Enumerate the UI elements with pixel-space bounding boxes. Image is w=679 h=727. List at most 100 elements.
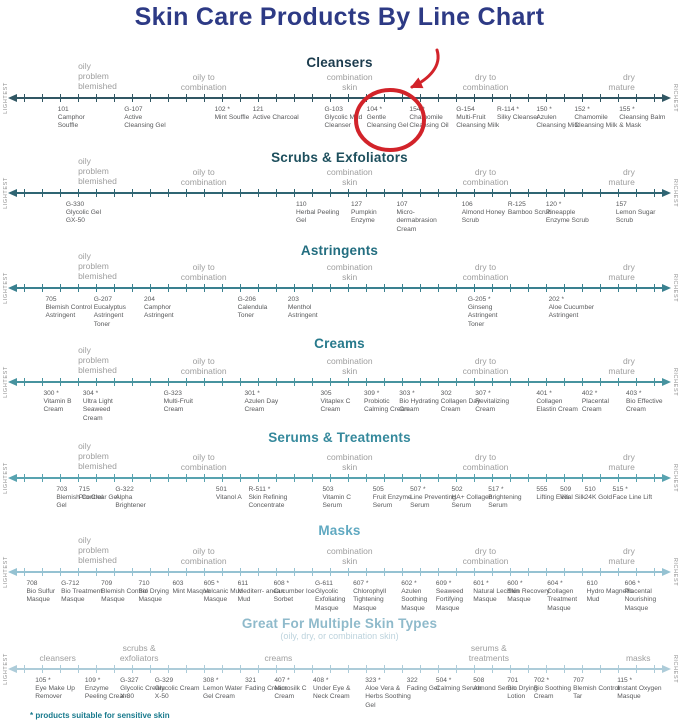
skin-type-label: serums & treatments bbox=[469, 643, 509, 663]
product-name: Bio Hydrating Cream bbox=[399, 398, 439, 414]
skin-type-label: combination skin bbox=[327, 546, 373, 566]
product-code: R-125 bbox=[507, 201, 526, 208]
timeline-right-arrow-icon bbox=[662, 665, 671, 673]
product-name: Active Cleansing Gel bbox=[124, 114, 166, 130]
product-name: Bio Soothing Cream bbox=[533, 685, 572, 701]
skin-type-label: oily to combination bbox=[181, 356, 227, 376]
timeline-ticks bbox=[24, 284, 655, 292]
product-127: 127 Pumpkin Enzyme bbox=[351, 201, 398, 226]
product-604: 604 * Collagen Treatment Masque bbox=[547, 580, 594, 613]
product-code: 304 * bbox=[82, 390, 99, 397]
product-120: 120 * Pineapple Enzyme Scrub bbox=[546, 201, 593, 226]
product-307: 307 * Revitalizing Cream bbox=[475, 390, 522, 415]
product-name: Probiotic Calming Cream bbox=[363, 398, 410, 414]
skin-type-label-line: dry to bbox=[474, 262, 497, 272]
skin-type-label-line: oily bbox=[78, 251, 91, 261]
product-name: Camphor Astringent bbox=[143, 304, 174, 320]
product-509: 509 Vital Silk bbox=[560, 486, 607, 502]
skin-type-label-line: combination bbox=[462, 272, 509, 283]
product-name: Azulen Soothing Masque bbox=[401, 588, 428, 612]
product-code: 403 * bbox=[626, 390, 642, 397]
skin-type-label: cleansers bbox=[40, 653, 76, 663]
product-code: 302 bbox=[440, 390, 452, 397]
timeline-serums-treatments bbox=[8, 474, 671, 482]
skin-type-label-line: oily bbox=[78, 345, 91, 355]
product-code: 105 * bbox=[35, 677, 51, 684]
product-code: 203 bbox=[287, 296, 299, 303]
product-name: Vital Silk bbox=[560, 494, 586, 502]
timeline-ticks bbox=[24, 94, 655, 102]
skin-type-label: oily problem blemished bbox=[78, 61, 117, 91]
product-407: 407 * Microsilk C Cream bbox=[274, 677, 321, 702]
product-110: 110 Herbal Peeling Gel bbox=[296, 201, 343, 226]
skin-type-label-line: blemished bbox=[78, 271, 117, 282]
product-name: Chamomile Cleansing Milk bbox=[574, 114, 618, 130]
skin-type-label: dry to combination bbox=[463, 262, 509, 282]
product-code: 517 * bbox=[488, 486, 504, 493]
skin-type-label: combination skin bbox=[327, 262, 373, 282]
product-name: Menthol Astringent bbox=[287, 304, 318, 320]
product-154: 154 * Chamomile Cleansing Oil bbox=[409, 106, 456, 131]
product-507: 507 * Line Preventing Serum bbox=[410, 486, 457, 511]
timeline-left-arrow-icon bbox=[8, 665, 17, 673]
product-name: Microsilk C Cream bbox=[274, 685, 307, 701]
product-code: 150 * bbox=[536, 106, 552, 113]
product-name: Glycolic Gel GX-50 bbox=[65, 209, 102, 225]
skin-type-label-line: dry bbox=[623, 167, 635, 177]
product-303: 303 * Bio Hydrating Cream bbox=[399, 390, 446, 415]
product-code: 702 * bbox=[533, 677, 550, 684]
product-code: 504 * bbox=[435, 677, 452, 684]
skin-type-label: dry to combination bbox=[463, 72, 509, 92]
skin-type-label-line: blemished bbox=[78, 461, 117, 472]
product-304: 304 * Ultra Light Seaweed Cream bbox=[83, 390, 130, 423]
skin-type-label-line: combination bbox=[462, 177, 509, 188]
skin-type-label-line: combination bbox=[180, 272, 227, 283]
product-name: Skin Recovery Masque bbox=[507, 588, 550, 604]
product-603: 603 Mint Masque bbox=[172, 580, 219, 596]
product-name: Line Preventing Serum bbox=[410, 494, 456, 510]
product-code: G-206 bbox=[237, 296, 256, 303]
product-code: 507 * bbox=[410, 486, 426, 493]
skin-type-label-line: oily bbox=[78, 535, 91, 545]
product-515: 515 * Face Line Lift bbox=[612, 486, 659, 502]
product-109: 109 * Enzyme Peeling Cream bbox=[85, 677, 132, 702]
product-code: 705 bbox=[45, 296, 57, 303]
skin-type-label-line: cleansers bbox=[39, 653, 76, 663]
product-300: 300 * Vitamin B Cream bbox=[43, 390, 90, 415]
product-name: Face Line Lift bbox=[612, 494, 653, 502]
skin-type-label: oily to combination bbox=[181, 167, 227, 187]
timeline-left-arrow-icon bbox=[8, 189, 17, 197]
product-name: Eucalyptus Astringent Toner bbox=[93, 304, 126, 328]
skin-type-label: dry mature bbox=[608, 356, 634, 376]
product-code: 709 bbox=[101, 580, 113, 587]
skin-type-label-line: mature bbox=[608, 366, 635, 377]
product-code: 323 * bbox=[365, 677, 381, 684]
skin-type-label-line: blemished bbox=[78, 176, 117, 187]
skin-type-label-line: oily to bbox=[192, 262, 215, 272]
product-r-114: R-114 * Silky Cleanser bbox=[497, 106, 544, 122]
product-code: R-511 * bbox=[248, 486, 271, 493]
product-code: 402 * bbox=[581, 390, 598, 397]
timeline-great-for-multiple-skin-types bbox=[8, 665, 671, 673]
product-name: Lemon Water Gel Cream bbox=[203, 685, 243, 701]
axis-label-richest: RICHEST bbox=[671, 557, 678, 587]
product-name: Blemish Control Tar bbox=[573, 685, 620, 701]
skin-type-label: oily to combination bbox=[181, 72, 227, 92]
product-name: Multi-Fruit Cleansing Milk bbox=[456, 114, 500, 130]
section-masks: Masks oily problem blemished oily to combinat… bbox=[0, 523, 679, 627]
product-r-125: R-125 Bamboo Scrub bbox=[508, 201, 555, 217]
skin-type-label-line: dry to bbox=[474, 356, 497, 366]
product-105: 105 * Eye Make Up Remover bbox=[35, 677, 82, 702]
skin-type-label-line: combination bbox=[180, 177, 227, 188]
timeline-right-arrow-icon bbox=[662, 378, 671, 386]
product-name: Azulen Day Cream bbox=[244, 398, 279, 414]
timeline-ticks bbox=[24, 665, 655, 673]
product-121: 121 Active Charcoal bbox=[253, 106, 300, 122]
product-code: 607 * bbox=[353, 580, 369, 587]
product-name: Pro Clear Gel bbox=[78, 494, 119, 502]
product-code: 610 bbox=[586, 580, 598, 587]
skin-type-label-line: dry to bbox=[474, 72, 497, 82]
product-name: Active Charcoal bbox=[252, 114, 299, 122]
product-code: 322 bbox=[406, 677, 418, 684]
product-408: 408 * Under Eye & Neck Cream bbox=[313, 677, 360, 702]
